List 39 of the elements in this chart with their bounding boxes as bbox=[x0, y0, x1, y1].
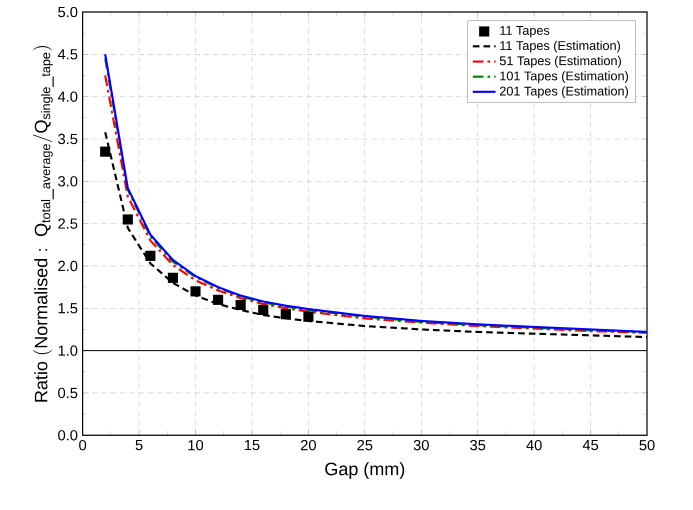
point bbox=[303, 312, 314, 322]
point bbox=[168, 272, 178, 283]
x-tick-label: 50 bbox=[639, 440, 655, 450]
y-tick-label: 4.0 bbox=[58, 92, 78, 102]
point bbox=[100, 146, 110, 157]
y-tick-label: 1.5 bbox=[58, 303, 78, 314]
legend-label: 51 Tapes (Estimation) bbox=[500, 56, 621, 68]
x-tick-label: 45 bbox=[582, 440, 598, 450]
x-tick-label: 25 bbox=[357, 440, 372, 450]
point bbox=[236, 300, 246, 310]
point bbox=[280, 309, 291, 320]
legend-label: 201 Tapes (Estimation) bbox=[500, 86, 628, 98]
point bbox=[122, 214, 133, 225]
y-tick-label: 2.5 bbox=[58, 218, 78, 229]
y-tick-label: 0.5 bbox=[58, 388, 78, 398]
y-tick-label: 3.0 bbox=[58, 176, 78, 187]
x-tick-label: 0 bbox=[79, 440, 86, 450]
x-tick-label: 5 bbox=[136, 440, 143, 450]
x-axis-title: Gap (mm) bbox=[325, 462, 404, 479]
point bbox=[190, 286, 201, 296]
y-tick-label: 0.0 bbox=[58, 430, 78, 440]
x-tick-label: 30 bbox=[414, 440, 429, 450]
y-tick-label: 2.0 bbox=[58, 260, 78, 272]
point bbox=[145, 250, 156, 261]
legend-label: 11 Tapes bbox=[500, 26, 550, 38]
point bbox=[258, 304, 268, 316]
x-tick-label: 35 bbox=[470, 440, 486, 450]
x-tick-label: 15 bbox=[244, 440, 260, 450]
x-tick-label: 40 bbox=[526, 440, 542, 450]
y-tick-label: 1.0 bbox=[58, 345, 78, 356]
point bbox=[213, 294, 224, 305]
y-axis-title: $\mathrm{Ratio\ (Normalised:\ Q_{total\_average}/Q_{single\_tape})}$ bbox=[32, 46, 54, 402]
legend-label: 11 Tapes (Estimation) bbox=[500, 40, 620, 53]
x-tick-label: 20 bbox=[300, 440, 316, 450]
y-tick-label: 5.0 bbox=[58, 6, 78, 18]
y-tick-label: 4.5 bbox=[58, 49, 78, 60]
legend-label: 101 Tapes (Estimation) bbox=[500, 71, 628, 83]
x-tick-label: 10 bbox=[188, 440, 204, 450]
y-tick-label: 3.5 bbox=[58, 134, 78, 144]
